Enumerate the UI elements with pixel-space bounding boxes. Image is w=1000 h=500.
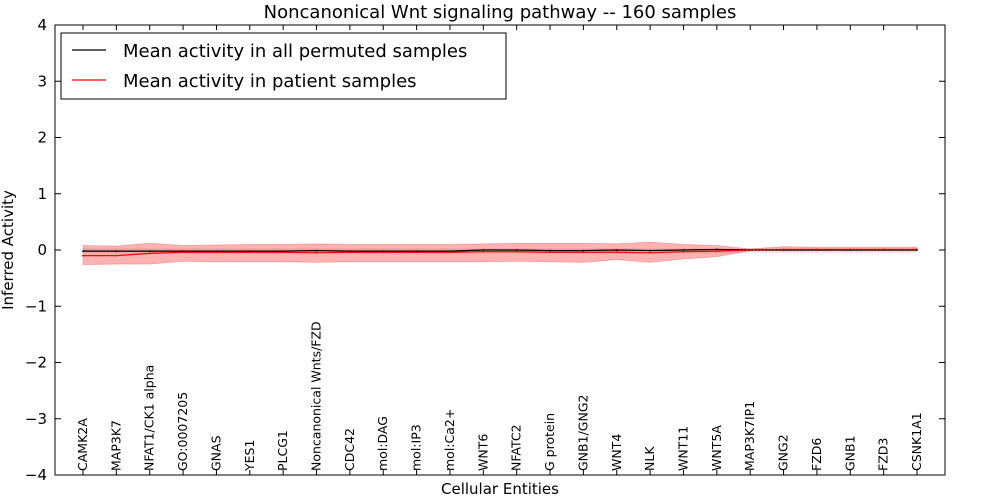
data-point [115,254,118,257]
data-point [582,251,585,254]
x-category-label: CAMK2A [75,418,90,471]
series-line-patient [83,248,917,257]
data-point [82,254,84,257]
data-point [215,251,218,254]
x-category-label: GNB1 [842,435,857,471]
data-point [682,250,685,253]
x-category-label: GNAS [208,435,223,471]
y-axis-ticks: 4 3 2 1 0 −1 −2 −3 −4 [25,16,945,484]
x-category-label: WNT6 [475,434,490,471]
legend-frame [60,32,507,100]
permuted-dotted-overlay [83,248,917,252]
x-category-label: FZD6 [809,438,824,471]
data-point [348,251,351,254]
x-category-label: PLCG1 [275,430,290,471]
data-point [882,248,885,251]
y-tick-label: −1 [25,297,47,315]
chart-title: Noncanonical Wnt signaling pathway -- 16… [264,2,737,23]
data-point [382,251,385,254]
y-axis-title: Inferred Activity [0,190,17,310]
data-point [816,248,818,251]
y-tick-label: 2 [37,129,47,147]
x-category-label: NFAT1/CK1 alpha [142,365,157,471]
y-tick-label: −3 [25,410,47,428]
data-point [415,251,418,254]
data-point [549,251,551,254]
data-point [515,250,518,253]
data-point [649,251,652,254]
x-category-label: MAP3K7 [108,420,123,471]
data-point [182,251,184,254]
x-category-label: mol:DAG [375,416,390,471]
data-point [482,250,485,253]
legend: Mean activity in all permuted samples Me… [60,32,507,100]
x-category-label: CSNK1A1 [909,412,924,471]
x-category-label: FZD3 [876,438,891,471]
x-category-label: MAP3K7IP1 [742,401,757,471]
data-point [315,249,318,252]
x-category-label: WNT5A [709,425,724,471]
x-category-label: Noncanonical Wnts/FZD [309,321,324,471]
data-point [615,251,618,254]
y-tick-label: 1 [37,185,47,203]
data-point [248,251,251,254]
band-patient [82,241,918,266]
data-point [749,249,752,251]
x-category-label: WNT11 [675,426,690,471]
x-category-label: mol:IP3 [409,424,424,471]
x-category-label: mol:Ca2+ [442,409,457,471]
x-category-label: NLK [642,446,657,471]
y-tick-label: 4 [37,16,47,34]
data-point [449,251,451,254]
x-category-label: GO:0007205 [175,392,190,471]
x-category-label: YES1 [242,440,257,472]
x-category-label: CDC42 [342,428,357,471]
data-point [315,251,318,254]
data-point [282,251,285,254]
x-category-label: GNB1/GNG2 [575,395,590,471]
legend-label-patient: Mean activity in patient samples [123,71,417,92]
confidence-bands [82,241,918,266]
y-tick-label: −2 [25,354,47,372]
x-category-label: GNG2 [776,434,791,471]
series-lines [82,248,918,257]
data-point [148,252,151,255]
x-axis-ticks: CAMK2A MAP3K7 NFAT1/CK1 alpha GO:0007205 GNA… [75,25,924,475]
x-axis-title: Cellular Entities [441,480,559,498]
data-point [682,249,685,251]
y-tick-label: −4 [25,466,47,484]
x-category-label: NFATC2 [509,424,524,471]
x-category-label: G protein [542,413,557,471]
y-tick-label: 0 [37,241,47,259]
data-point [715,250,718,253]
x-category-label: WNT4 [609,434,624,471]
legend-label-permuted: Mean activity in all permuted samples [123,41,467,62]
y-tick-label: 3 [37,72,47,90]
